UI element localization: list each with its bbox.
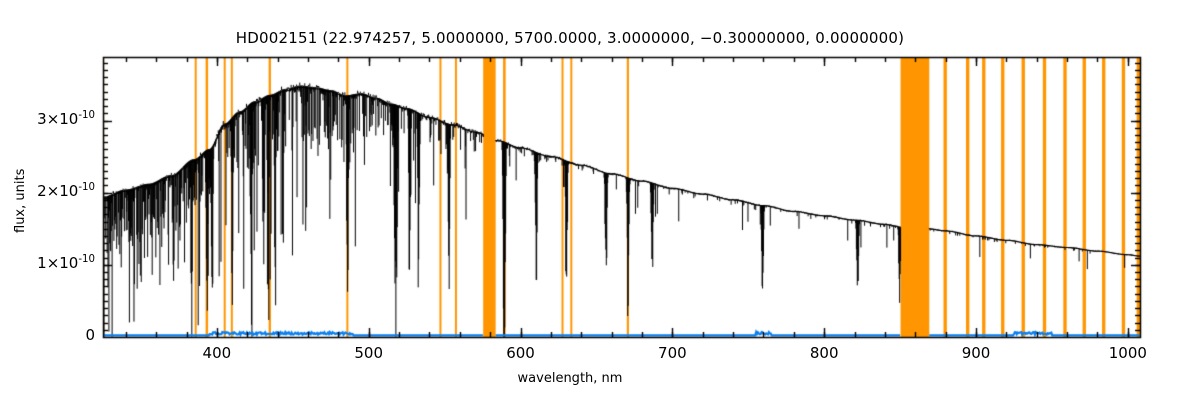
y-tick-exponent: -10 <box>78 181 95 193</box>
x-tick-label: 600 <box>506 344 535 362</box>
y-tick-label: 1×10-10 <box>37 253 95 272</box>
y-tick-exponent: -10 <box>78 253 95 265</box>
y-axis-title: flux, units <box>13 168 28 233</box>
x-tick-label: 700 <box>658 344 687 362</box>
y-tick-mantissa: 3×10 <box>37 109 79 128</box>
x-tick-label: 1000 <box>1108 344 1147 362</box>
y-tick-label: 0 <box>85 326 95 344</box>
y-tick-label: 2×10-10 <box>37 181 95 200</box>
y-tick-mantissa: 2×10 <box>37 181 79 200</box>
x-axis-title: wavelength, nm <box>517 371 623 386</box>
page-title: HD002151 (22.974257, 5.0000000, 5700.000… <box>235 29 905 47</box>
x-tick-label: 800 <box>809 344 839 362</box>
x-tick-label: 900 <box>961 344 991 362</box>
x-tick-label: 500 <box>354 344 384 362</box>
x-tick-label: 400 <box>202 344 232 362</box>
y-tick-mantissa: 1×10 <box>37 253 79 272</box>
y-tick-label: 3×10-10 <box>37 109 95 128</box>
y-tick-exponent: -10 <box>78 109 95 121</box>
